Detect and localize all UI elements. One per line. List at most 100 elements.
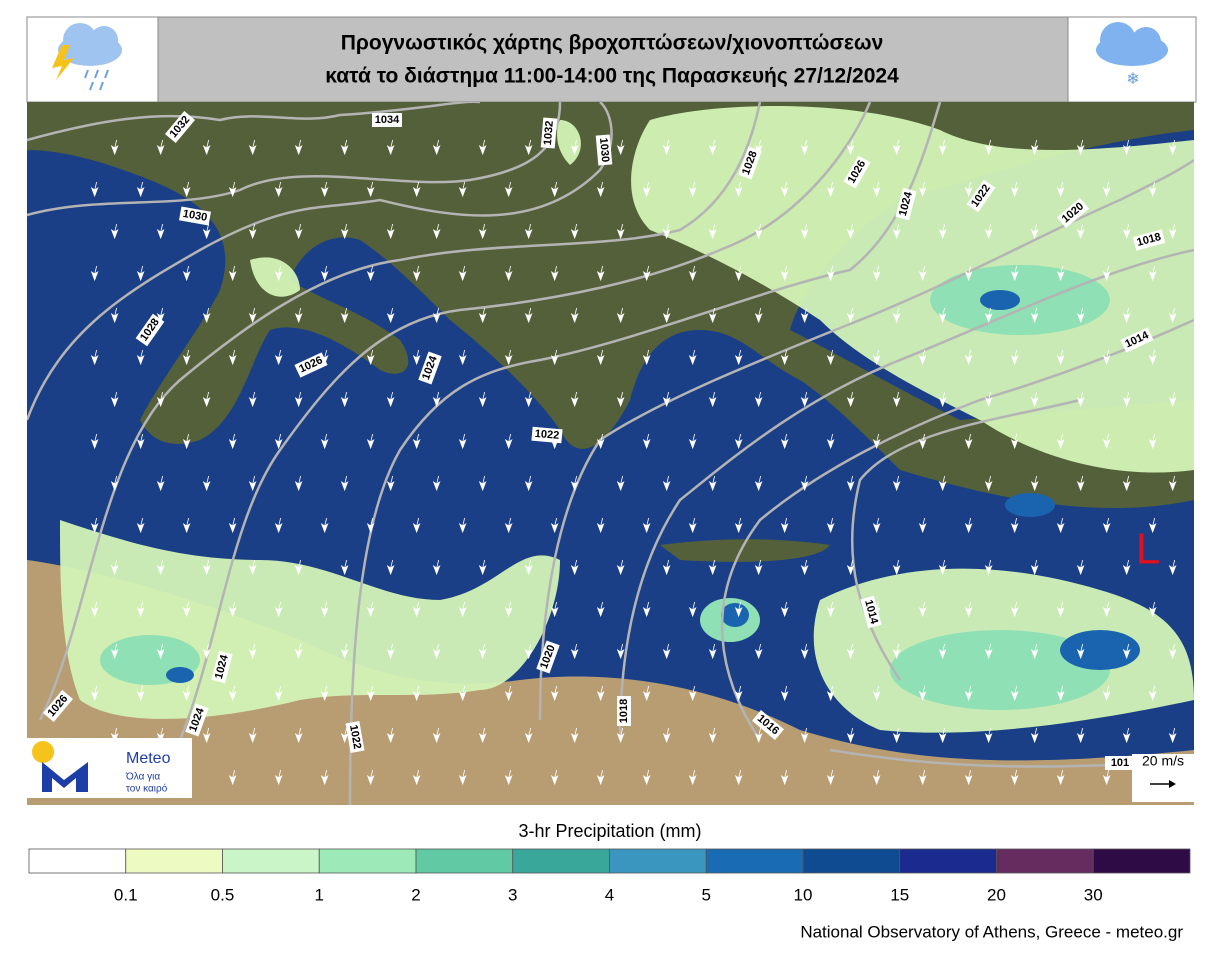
wind-arrow: [1056, 181, 1065, 198]
wind-arrow: [754, 643, 763, 660]
wind-arrow: [1010, 601, 1019, 618]
wind-arrow: [110, 139, 119, 156]
wind-arrow: [662, 223, 671, 240]
wind-arrow: [1076, 139, 1085, 156]
wind-arrow: [780, 685, 789, 702]
wind-arrow: [1102, 769, 1111, 786]
isobar-label-bg: [418, 351, 442, 385]
wind-arrow: [892, 391, 901, 408]
wind-arrow: [616, 643, 625, 660]
wind-arrow: [1030, 307, 1039, 324]
wind-arrow: [596, 769, 605, 786]
colorbar-swatch: [415, 848, 514, 874]
wind-arrow: [1010, 265, 1019, 282]
isobar-label-bg: [345, 721, 365, 753]
wind-arrow: [202, 475, 211, 492]
low-pressure-label: L: [1136, 525, 1160, 574]
wind-arrow: [1122, 307, 1131, 324]
wind-arrow: [570, 475, 579, 492]
wind-arrow: [294, 643, 303, 660]
isobar-label-bg: [1105, 756, 1135, 770]
colorbar-tick-label: 30: [1084, 885, 1103, 904]
wind-arrow: [228, 265, 237, 282]
wind-arrow: [524, 307, 533, 324]
snow-icon: ❄: [1096, 22, 1168, 88]
wind-arrow: [570, 307, 579, 324]
wind-arrow: [918, 517, 927, 534]
wind-arrow: [182, 685, 191, 702]
wind-arrow: [892, 139, 901, 156]
wind-arrow: [964, 433, 973, 450]
wind-arrow: [248, 139, 257, 156]
wind-arrow: [984, 307, 993, 324]
wind-arrow: [964, 349, 973, 366]
wind-arrow: [708, 643, 717, 660]
wind-arrow: [228, 349, 237, 366]
logo-sun: [32, 741, 54, 763]
wind-arrow: [110, 559, 119, 576]
colorbar-swatch: [512, 848, 610, 874]
wind-arrow: [248, 643, 257, 660]
wind-arrow: [984, 475, 993, 492]
wind-arrow: [202, 139, 211, 156]
wind-arrow: [1056, 433, 1065, 450]
colorbar-title: 3-hr Precipitation (mm): [518, 821, 701, 841]
wind-arrow: [366, 349, 375, 366]
wind-arrow: [366, 685, 375, 702]
wind-arrow: [386, 391, 395, 408]
wind-arrow: [248, 391, 257, 408]
colorbar-tick-label: 20: [987, 885, 1006, 904]
wind-arrow: [1056, 265, 1065, 282]
wind-arrow: [550, 265, 559, 282]
wind-arrow: [734, 517, 743, 534]
wind-arrow: [412, 769, 421, 786]
colorbar-swatch: [1092, 848, 1191, 874]
wind-arrow: [90, 181, 99, 198]
wind-arrow: [432, 139, 441, 156]
wind-arrow: [458, 349, 467, 366]
wind-arrow: [642, 769, 651, 786]
wind-arrow: [688, 433, 697, 450]
wind-arrow: [478, 139, 487, 156]
wind-arrow: [458, 517, 467, 534]
wind-arrow: [90, 349, 99, 366]
wind-arrow: [1148, 181, 1157, 198]
wind-arrow: [1076, 727, 1085, 744]
wind-arrow: [872, 517, 881, 534]
wind-arrow: [688, 601, 697, 618]
wind-arrow: [616, 223, 625, 240]
wind-arrow: [688, 769, 697, 786]
isobar-label-bg: [595, 134, 613, 166]
wind-arrow: [110, 391, 119, 408]
wind-arrow: [524, 559, 533, 576]
wind-arrow: [616, 727, 625, 744]
wind-arrow: [504, 265, 513, 282]
wind-arrow: [642, 265, 651, 282]
wind-arrow: [938, 391, 947, 408]
wind-scale-arrowhead: [1169, 780, 1176, 788]
wind-arrow: [1010, 181, 1019, 198]
wind-arrow: [248, 223, 257, 240]
colorbar-tick-label: 5: [702, 885, 711, 904]
wind-arrow: [734, 265, 743, 282]
colorbar-swatch: [318, 848, 417, 874]
wind-arrow: [182, 517, 191, 534]
wind-arrow: [570, 559, 579, 576]
wind-arrow: [156, 559, 165, 576]
wind-arrow: [964, 685, 973, 702]
wind-arrow: [228, 181, 237, 198]
isobar-label-bg: [135, 313, 165, 347]
wind-arrow: [596, 181, 605, 198]
wind-arrow: [136, 181, 145, 198]
wind-arrow: [386, 475, 395, 492]
wind-arrow: [1056, 685, 1065, 702]
wind-arrow: [642, 601, 651, 618]
wind-scale-label: 20 m/s: [1142, 753, 1184, 769]
wind-arrow: [228, 433, 237, 450]
isobar-label-bg: [895, 187, 917, 221]
wind-arrow: [1076, 559, 1085, 576]
wind-arrow: [458, 181, 467, 198]
wind-arrow: [826, 685, 835, 702]
wind-arrow: [1030, 139, 1039, 156]
wind-arrow: [1102, 181, 1111, 198]
